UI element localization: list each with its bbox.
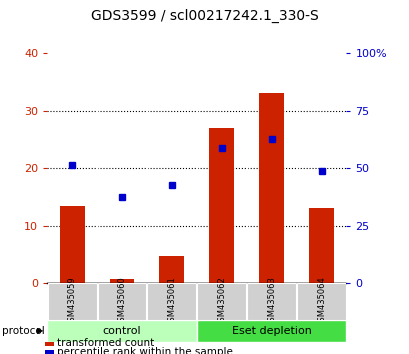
Bar <box>47 320 196 342</box>
Bar <box>59 206 84 283</box>
Bar <box>45 350 54 354</box>
Bar <box>308 209 333 283</box>
Bar <box>209 128 234 283</box>
Text: GSM435060: GSM435060 <box>117 276 126 327</box>
Text: transformed count: transformed count <box>57 338 154 348</box>
Text: ▶: ▶ <box>37 326 43 335</box>
Text: GSM435061: GSM435061 <box>167 276 176 327</box>
Text: protocol: protocol <box>2 326 45 336</box>
Text: Eset depletion: Eset depletion <box>231 326 311 336</box>
Bar <box>247 283 295 320</box>
Bar <box>47 283 96 320</box>
Bar <box>197 283 245 320</box>
Bar <box>45 341 54 346</box>
Text: GSM435059: GSM435059 <box>67 276 76 327</box>
Text: control: control <box>102 326 141 336</box>
Bar <box>196 320 346 342</box>
Text: percentile rank within the sample: percentile rank within the sample <box>57 347 233 354</box>
Text: GSM435062: GSM435062 <box>217 276 226 327</box>
Bar <box>159 256 184 283</box>
Text: GDS3599 / scl00217242.1_330-S: GDS3599 / scl00217242.1_330-S <box>91 9 318 23</box>
Bar <box>147 283 196 320</box>
Bar <box>97 283 146 320</box>
Bar <box>109 279 134 283</box>
Bar <box>297 283 345 320</box>
Text: GSM435063: GSM435063 <box>267 276 275 327</box>
Text: GSM435064: GSM435064 <box>316 276 325 327</box>
Bar <box>258 93 283 283</box>
